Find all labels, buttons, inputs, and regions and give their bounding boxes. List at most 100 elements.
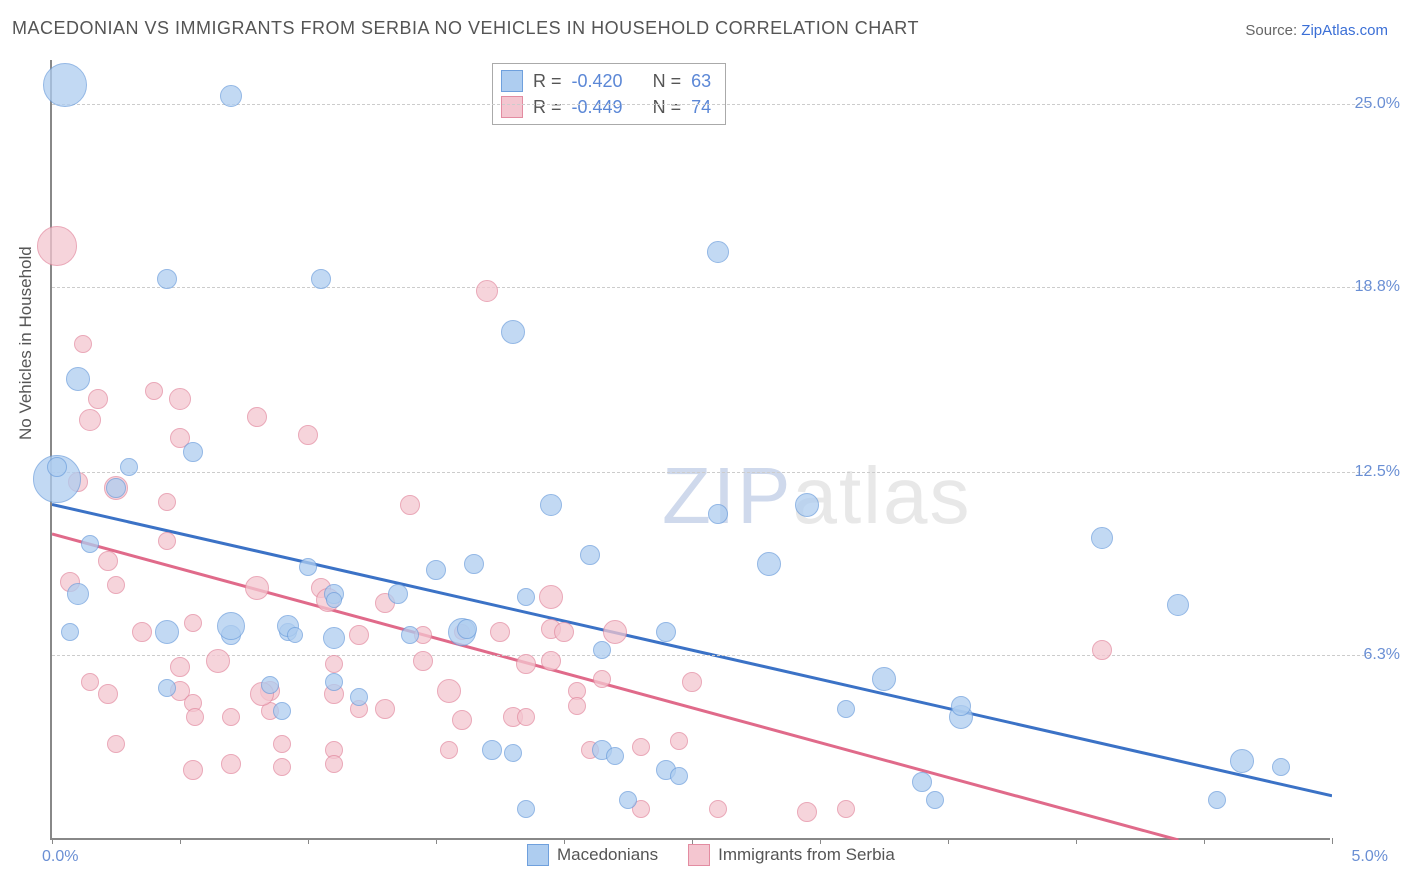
bubble-serbia xyxy=(247,407,267,427)
bubble-serbia xyxy=(517,708,535,726)
bubble-macedonians xyxy=(426,560,446,580)
bubble-macedonians xyxy=(311,269,331,289)
legend-swatch-macedonians xyxy=(527,844,549,866)
bubble-macedonians xyxy=(606,747,624,765)
watermark: ZIPatlas xyxy=(662,450,971,542)
bubble-serbia xyxy=(539,585,563,609)
bubble-macedonians xyxy=(66,367,90,391)
trend-lines xyxy=(52,60,1332,840)
bubble-macedonians xyxy=(517,588,535,606)
correlation-stats-box: R = -0.420 N = 63 R = -0.449 N = 74 xyxy=(492,63,726,125)
chart-title: MACEDONIAN VS IMMIGRANTS FROM SERBIA NO … xyxy=(12,18,919,39)
legend-label-a: Macedonians xyxy=(557,845,658,865)
bubble-serbia xyxy=(452,710,472,730)
bubble-macedonians xyxy=(757,552,781,576)
bubble-macedonians xyxy=(217,612,245,640)
bubble-macedonians xyxy=(299,558,317,576)
bubble-macedonians xyxy=(273,702,291,720)
bubble-serbia xyxy=(88,389,108,409)
bubble-serbia xyxy=(682,672,702,692)
bubble-macedonians xyxy=(795,493,819,517)
bubble-macedonians xyxy=(325,673,343,691)
bubble-serbia xyxy=(325,755,343,773)
bubble-serbia xyxy=(145,382,163,400)
bubble-serbia xyxy=(79,409,101,431)
bubble-serbia xyxy=(206,649,230,673)
bubble-macedonians xyxy=(120,458,138,476)
bubble-serbia xyxy=(273,735,291,753)
bubble-macedonians xyxy=(540,494,562,516)
bubble-serbia xyxy=(81,673,99,691)
bubble-serbia xyxy=(1092,640,1112,660)
bubble-macedonians xyxy=(1208,791,1226,809)
bubble-serbia xyxy=(186,708,204,726)
source-prefix: Source: xyxy=(1245,22,1301,39)
legend-item-b: Immigrants from Serbia xyxy=(688,844,895,866)
bubble-serbia xyxy=(107,576,125,594)
scatter-plot: ZIPatlas R = -0.420 N = 63 R = -0.449 N … xyxy=(50,60,1330,840)
x-tick xyxy=(436,838,437,844)
watermark-atlas: atlas xyxy=(792,451,971,540)
bubble-macedonians xyxy=(482,740,502,760)
bubble-macedonians xyxy=(1272,758,1290,776)
grid-line xyxy=(52,287,1370,288)
chart-container: MACEDONIAN VS IMMIGRANTS FROM SERBIA NO … xyxy=(0,0,1406,892)
r-label-a: R = xyxy=(533,71,562,92)
bubble-serbia xyxy=(632,738,650,756)
grid-line xyxy=(52,104,1370,105)
bubble-serbia xyxy=(222,708,240,726)
bubble-serbia xyxy=(325,655,343,673)
bubble-macedonians xyxy=(67,583,89,605)
bubble-macedonians xyxy=(47,457,67,477)
source-attribution: Source: ZipAtlas.com xyxy=(1245,22,1388,39)
bubble-serbia xyxy=(440,741,458,759)
bubble-macedonians xyxy=(1091,527,1113,549)
bubble-serbia xyxy=(158,493,176,511)
bubble-macedonians xyxy=(326,592,342,608)
source-link[interactable]: ZipAtlas.com xyxy=(1301,22,1388,39)
grid-line xyxy=(52,472,1370,473)
bubble-macedonians xyxy=(464,554,484,574)
bubble-serbia xyxy=(709,800,727,818)
bubble-macedonians xyxy=(43,63,87,107)
stats-row-b: R = -0.449 N = 74 xyxy=(501,94,711,120)
bubble-macedonians xyxy=(951,696,971,716)
bubble-macedonians xyxy=(1167,594,1189,616)
bubble-serbia xyxy=(476,280,498,302)
x-tick xyxy=(1076,838,1077,844)
y-tick-label: 18.8% xyxy=(1355,278,1400,296)
r-value-b: -0.449 xyxy=(572,97,623,118)
swatch-macedonians xyxy=(501,70,523,92)
x-tick xyxy=(308,838,309,844)
bubble-serbia xyxy=(554,622,574,642)
legend-label-b: Immigrants from Serbia xyxy=(718,845,895,865)
bubble-macedonians xyxy=(388,584,408,604)
bubble-macedonians xyxy=(517,800,535,818)
bubble-macedonians xyxy=(106,478,126,498)
bubble-macedonians xyxy=(708,504,728,524)
x-tick xyxy=(692,838,693,844)
bubble-macedonians xyxy=(504,744,522,762)
x-tick xyxy=(52,838,53,844)
watermark-zip: ZIP xyxy=(662,451,792,540)
n-value-a: 63 xyxy=(691,71,711,92)
x-tick xyxy=(564,838,565,844)
bubble-serbia xyxy=(221,754,241,774)
bubble-serbia xyxy=(400,495,420,515)
bubble-serbia xyxy=(245,576,269,600)
bubble-macedonians xyxy=(401,626,419,644)
swatch-serbia xyxy=(501,96,523,118)
bubble-macedonians xyxy=(707,241,729,263)
bubble-serbia xyxy=(184,614,202,632)
r-label-b: R = xyxy=(533,97,562,118)
x-tick xyxy=(820,838,821,844)
bubble-serbia xyxy=(516,654,536,674)
bubble-macedonians xyxy=(593,641,611,659)
bubble-macedonians xyxy=(261,676,279,694)
y-axis-label: No Vehicles in Household xyxy=(16,246,36,440)
bubble-macedonians xyxy=(81,535,99,553)
n-label-a: N = xyxy=(653,71,682,92)
bubble-macedonians xyxy=(220,85,242,107)
bubble-serbia xyxy=(37,226,77,266)
n-value-b: 74 xyxy=(691,97,711,118)
